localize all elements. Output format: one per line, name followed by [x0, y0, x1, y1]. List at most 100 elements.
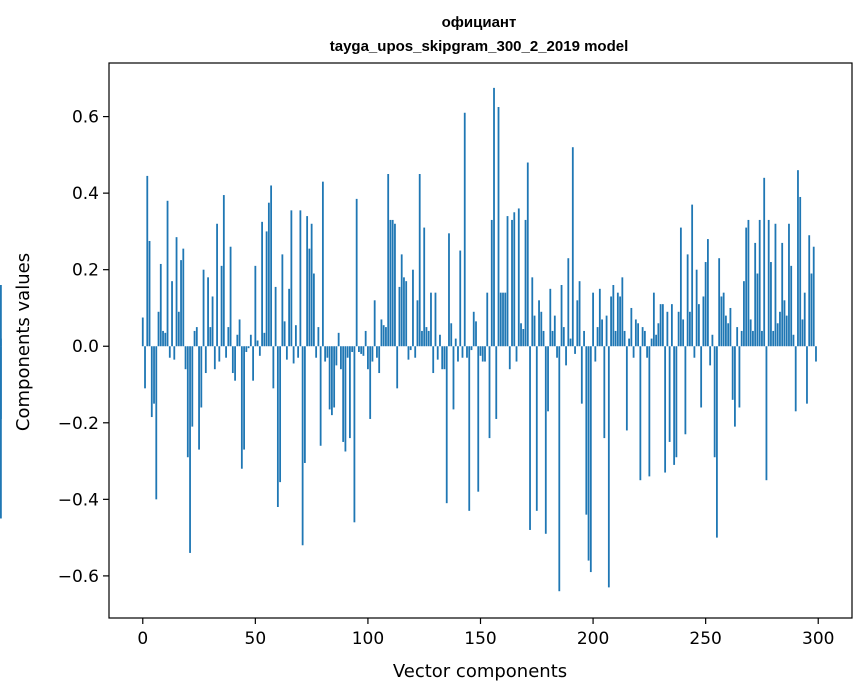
bar-86 — [335, 346, 338, 366]
bar-214 — [623, 330, 626, 347]
bar-19 — [184, 346, 187, 370]
bar-51 — [256, 340, 259, 347]
bar-125 — [423, 227, 426, 347]
bar-259 — [725, 315, 727, 347]
bar-114 — [398, 286, 401, 347]
bar-106 — [380, 319, 383, 347]
bar-231 — [661, 304, 664, 347]
bar-14 — [173, 346, 176, 360]
bar-274 — [758, 219, 761, 347]
bar-157 — [495, 346, 498, 419]
x-tick-label: 50 — [245, 629, 267, 649]
bar-165 — [513, 212, 516, 347]
bar-109 — [387, 174, 390, 347]
bar-233 — [666, 311, 669, 347]
bar-150 — [479, 346, 482, 356]
bar-21 — [189, 346, 191, 553]
bar-256 — [718, 258, 721, 347]
bar-167 — [517, 208, 520, 347]
bar-244 — [691, 204, 694, 347]
bar-168 — [520, 323, 522, 347]
bar-294 — [803, 292, 806, 347]
bar-298 — [812, 246, 815, 347]
bar-1 — [144, 346, 146, 389]
bar-74 — [308, 248, 311, 347]
bar-269 — [747, 219, 750, 347]
bar-129 — [432, 346, 435, 374]
bar-71 — [301, 346, 304, 546]
bar-113 — [396, 346, 399, 389]
bar-258 — [722, 292, 725, 347]
bar-105 — [378, 346, 381, 374]
chart-subtitle: tayga_upos_skipgram_300_2_2019 model — [330, 38, 629, 55]
bar-288 — [790, 265, 793, 347]
bar-62 — [281, 254, 284, 347]
bar-212 — [619, 296, 621, 347]
bar-37 — [225, 346, 227, 358]
bar-63 — [283, 321, 286, 347]
bar-81 — [324, 346, 327, 362]
bar-239 — [679, 227, 682, 347]
bar-222 — [641, 327, 644, 347]
bar-292 — [799, 196, 802, 347]
bar-128 — [430, 292, 432, 347]
bar-173 — [531, 277, 534, 347]
bar-286 — [785, 315, 788, 347]
bar-251 — [707, 239, 709, 347]
bar-149 — [477, 346, 480, 492]
bar-8 — [159, 263, 162, 347]
bar-190 — [569, 338, 572, 347]
bar-187 — [562, 327, 565, 347]
bar-236 — [673, 346, 676, 465]
bar-12 — [168, 346, 171, 358]
bar-78 — [317, 327, 320, 347]
bar-265 — [738, 346, 741, 408]
y-tick-label: −0.6 — [58, 567, 99, 587]
bar-83 — [328, 346, 331, 410]
bar-16 — [177, 311, 180, 347]
bar-11 — [166, 200, 169, 347]
bar-189 — [567, 258, 570, 347]
bar-272 — [754, 242, 757, 347]
bar-60 — [276, 346, 279, 507]
bar-156 — [493, 87, 495, 347]
bar-141 — [459, 250, 462, 347]
bar-264 — [736, 327, 739, 347]
bar-59 — [274, 286, 277, 347]
bar-183 — [553, 315, 556, 347]
bar-216 — [628, 338, 630, 347]
bar-289 — [792, 334, 795, 347]
bar-10 — [164, 332, 167, 347]
bar-undefined — [0, 346, 2, 519]
bar-282 — [776, 323, 779, 347]
bar-42 — [236, 334, 239, 347]
bar-57 — [270, 185, 273, 347]
bar-110 — [389, 219, 392, 347]
bar-198 — [587, 346, 590, 561]
bar-281 — [774, 223, 777, 347]
bar-31 — [211, 296, 214, 347]
bar-192 — [574, 346, 576, 354]
bar-138 — [452, 346, 455, 410]
bar-246 — [695, 269, 698, 347]
bar-66 — [290, 210, 293, 347]
bar-237 — [675, 346, 678, 458]
y-axis-ticks: −0.6 −0.4 −0.2 0.0 0.2 0.4 0.6 — [58, 108, 109, 587]
bar-75 — [310, 223, 313, 347]
bar-172 — [529, 346, 531, 530]
bar-20 — [186, 346, 189, 458]
bar-64 — [285, 346, 288, 360]
bar-249 — [702, 296, 705, 347]
bar-127 — [427, 330, 430, 347]
x-axis-ticks: 0 50 100 150 200 250 300 — [137, 618, 834, 649]
bar-266 — [740, 330, 743, 347]
bar-26 — [200, 346, 203, 408]
bar-210 — [614, 330, 617, 347]
bar-271 — [752, 330, 754, 347]
bar-162 — [506, 216, 509, 347]
bar-39 — [229, 246, 232, 347]
x-tick-label: 300 — [802, 629, 834, 649]
bar-267 — [743, 281, 745, 347]
bar-263 — [734, 346, 736, 427]
bar-24 — [195, 327, 198, 347]
